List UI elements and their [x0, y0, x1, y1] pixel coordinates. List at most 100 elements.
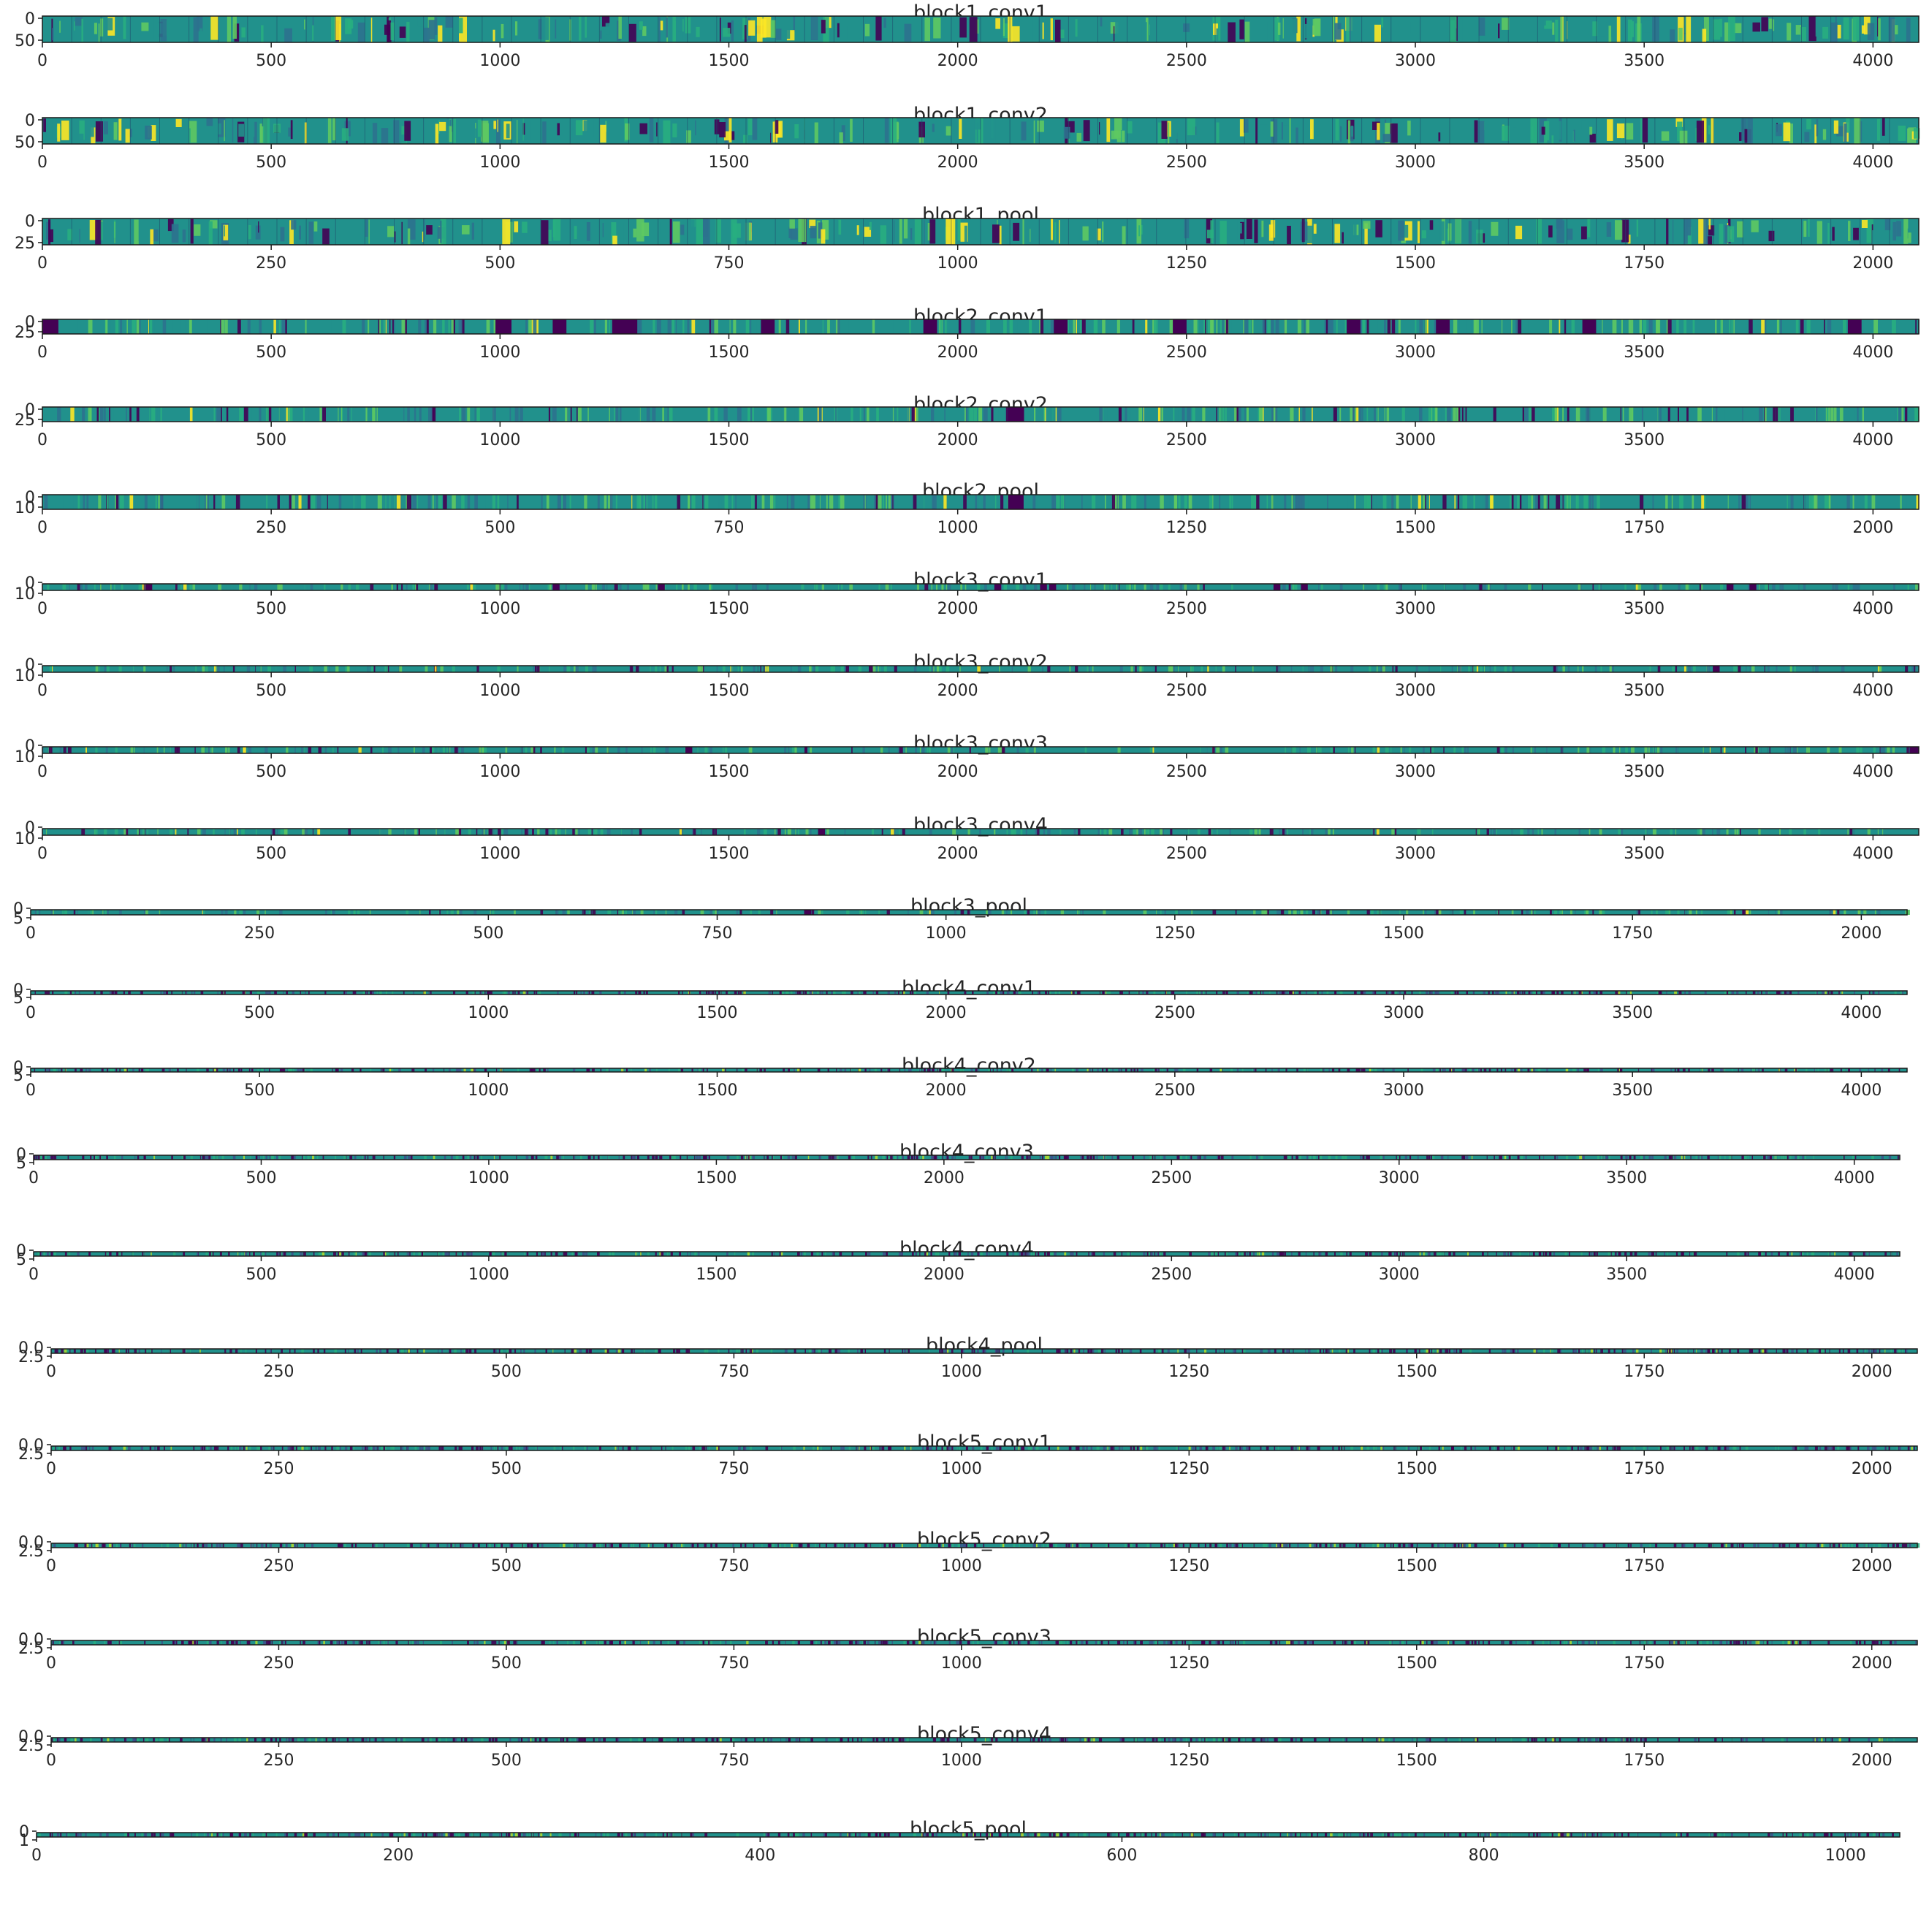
- activation-texture: [1513, 127, 1516, 144]
- activation-texture: [992, 1155, 994, 1160]
- activation-texture: [1453, 747, 1456, 753]
- activation-texture: [641, 747, 643, 753]
- activation-texture: [1191, 910, 1193, 915]
- inactive-channel-block: [42, 319, 58, 334]
- activation-texture: [313, 221, 318, 232]
- x-tick-label: 500: [484, 254, 515, 273]
- activation-texture: [1291, 1155, 1293, 1160]
- activation-texture: [1915, 584, 1918, 590]
- activation-texture: [1296, 1068, 1298, 1072]
- activation-texture: [1432, 829, 1434, 835]
- activation-texture: [1084, 747, 1087, 753]
- activation-texture: [715, 219, 721, 243]
- activation-texture: [691, 319, 696, 334]
- activation-texture: [303, 1155, 305, 1160]
- activation-texture: [88, 407, 92, 422]
- activation-texture: [222, 829, 225, 835]
- activation-texture: [251, 910, 255, 915]
- activation-texture: [1029, 829, 1032, 835]
- activation-texture: [677, 319, 681, 334]
- activation-texture: [701, 1068, 704, 1072]
- activation-texture: [114, 221, 115, 243]
- activation-texture: [1334, 224, 1341, 243]
- activation-texture: [542, 121, 547, 144]
- activation-texture: [132, 1068, 134, 1072]
- activation-texture: [1787, 495, 1788, 509]
- activation-texture: [821, 910, 823, 915]
- activation-texture: [1660, 747, 1663, 753]
- activation-texture: [1532, 829, 1534, 835]
- activation-texture: [195, 319, 197, 334]
- activation-texture: [885, 1068, 887, 1072]
- inactive-channel-block: [1173, 319, 1187, 334]
- activation-texture: [757, 829, 761, 835]
- activation-texture: [741, 495, 745, 509]
- activation-texture: [636, 666, 639, 672]
- activation-texture: [1349, 747, 1351, 753]
- activation-texture: [636, 910, 639, 915]
- activation-texture: [256, 991, 260, 994]
- activation-texture: [1196, 1068, 1199, 1072]
- activation-texture: [537, 829, 540, 835]
- activation-texture: [530, 1068, 533, 1072]
- activation-texture: [987, 118, 996, 144]
- activation-texture: [625, 747, 628, 753]
- activation-texture: [1498, 23, 1500, 39]
- activation-texture: [1230, 1068, 1233, 1072]
- activation-texture: [449, 747, 451, 753]
- activation-texture: [501, 829, 503, 835]
- activation-texture: [213, 1068, 216, 1072]
- activation-texture: [1472, 1068, 1475, 1072]
- activation-texture: [1136, 910, 1138, 915]
- activation-texture: [968, 1155, 970, 1160]
- activation-texture: [324, 747, 327, 753]
- activation-texture: [1089, 1155, 1092, 1160]
- activation-texture: [1182, 407, 1183, 422]
- activation-texture: [978, 1068, 980, 1072]
- activation-texture: [749, 829, 751, 835]
- activation-texture: [1319, 1155, 1323, 1160]
- activation-texture: [614, 584, 618, 590]
- activation-texture: [1776, 666, 1778, 672]
- activation-texture: [1639, 319, 1642, 334]
- activation-texture: [1393, 991, 1395, 994]
- activation-texture: [1548, 225, 1553, 237]
- activation-texture: [1406, 991, 1408, 994]
- activation-texture: [1276, 991, 1278, 994]
- activation-texture: [1556, 121, 1561, 140]
- activation-texture: [1276, 747, 1277, 753]
- activation-texture: [324, 584, 326, 590]
- activation-texture: [1854, 118, 1861, 144]
- axes-frame: [42, 15, 1920, 43]
- activation-texture: [477, 407, 480, 422]
- activation-texture: [1382, 495, 1387, 509]
- activation-texture: [1531, 910, 1533, 915]
- activation-texture: [1266, 407, 1268, 422]
- inactive-channel-block: [923, 319, 937, 334]
- activation-texture: [786, 495, 788, 509]
- activation-texture: [1255, 118, 1258, 144]
- activation-texture: [462, 1155, 465, 1160]
- activation-texture: [1396, 495, 1399, 509]
- activation-texture: [345, 666, 348, 672]
- activation-texture: [1033, 747, 1036, 753]
- activation-texture: [1037, 495, 1039, 509]
- activation-texture: [430, 747, 432, 753]
- activation-texture: [223, 666, 225, 672]
- activation-texture: [1125, 407, 1127, 422]
- activation-texture: [460, 1068, 462, 1072]
- activation-texture: [1542, 584, 1543, 590]
- activation-texture: [1258, 910, 1260, 915]
- activation-texture: [1434, 319, 1438, 334]
- activation-texture: [1738, 829, 1740, 835]
- activation-texture: [311, 495, 316, 509]
- activation-texture: [144, 495, 148, 509]
- activation-texture: [76, 319, 78, 334]
- activation-texture: [459, 910, 463, 915]
- activation-texture: [1503, 1155, 1505, 1160]
- activation-texture: [929, 584, 933, 590]
- activation-texture: [970, 319, 975, 334]
- activation-texture: [1231, 1155, 1234, 1160]
